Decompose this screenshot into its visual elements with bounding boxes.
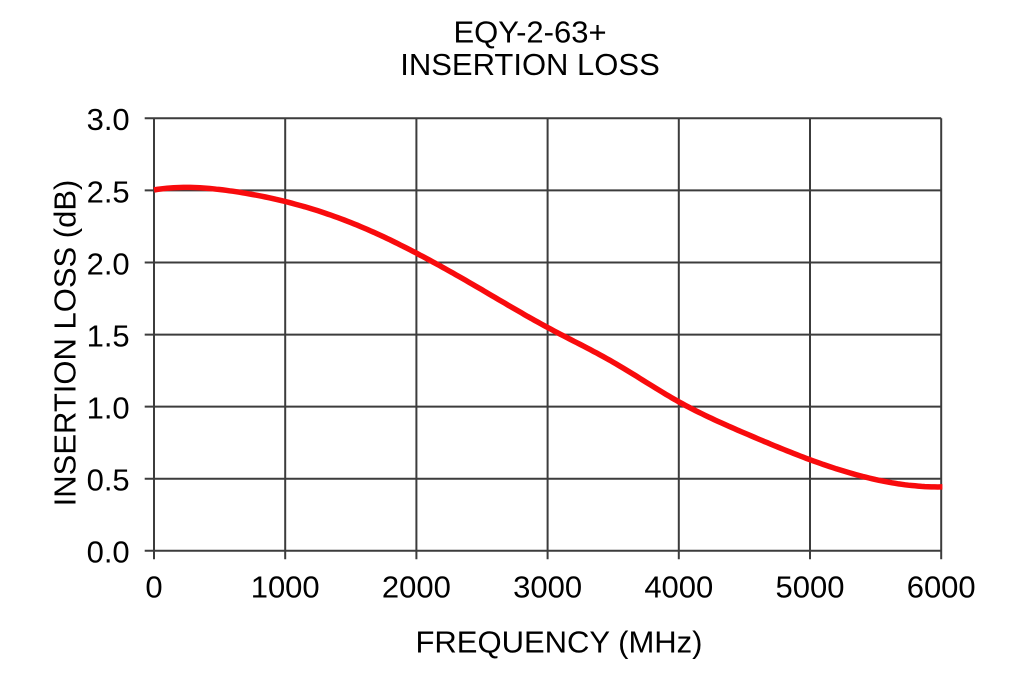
svg-text:2000: 2000	[382, 570, 451, 605]
svg-text:6000: 6000	[907, 570, 976, 605]
svg-text:INSERTION LOSS: INSERTION LOSS	[400, 47, 660, 82]
svg-text:0.5: 0.5	[87, 463, 130, 498]
svg-text:FREQUENCY (MHz): FREQUENCY (MHz)	[415, 625, 702, 660]
svg-text:4000: 4000	[644, 570, 713, 605]
svg-text:2.5: 2.5	[87, 174, 130, 209]
svg-text:1.0: 1.0	[87, 391, 130, 426]
svg-text:3000: 3000	[513, 570, 582, 605]
svg-text:1.5: 1.5	[87, 319, 130, 354]
svg-text:INSERTION LOSS (dB): INSERTION LOSS (dB)	[48, 180, 83, 507]
svg-text:5000: 5000	[776, 570, 845, 605]
svg-text:EQY-2-63+: EQY-2-63+	[453, 14, 606, 49]
svg-text:1000: 1000	[251, 570, 320, 605]
svg-text:0.0: 0.0	[87, 535, 130, 570]
svg-text:2.0: 2.0	[87, 246, 130, 281]
svg-text:3.0: 3.0	[87, 102, 130, 137]
svg-text:0: 0	[145, 570, 162, 605]
